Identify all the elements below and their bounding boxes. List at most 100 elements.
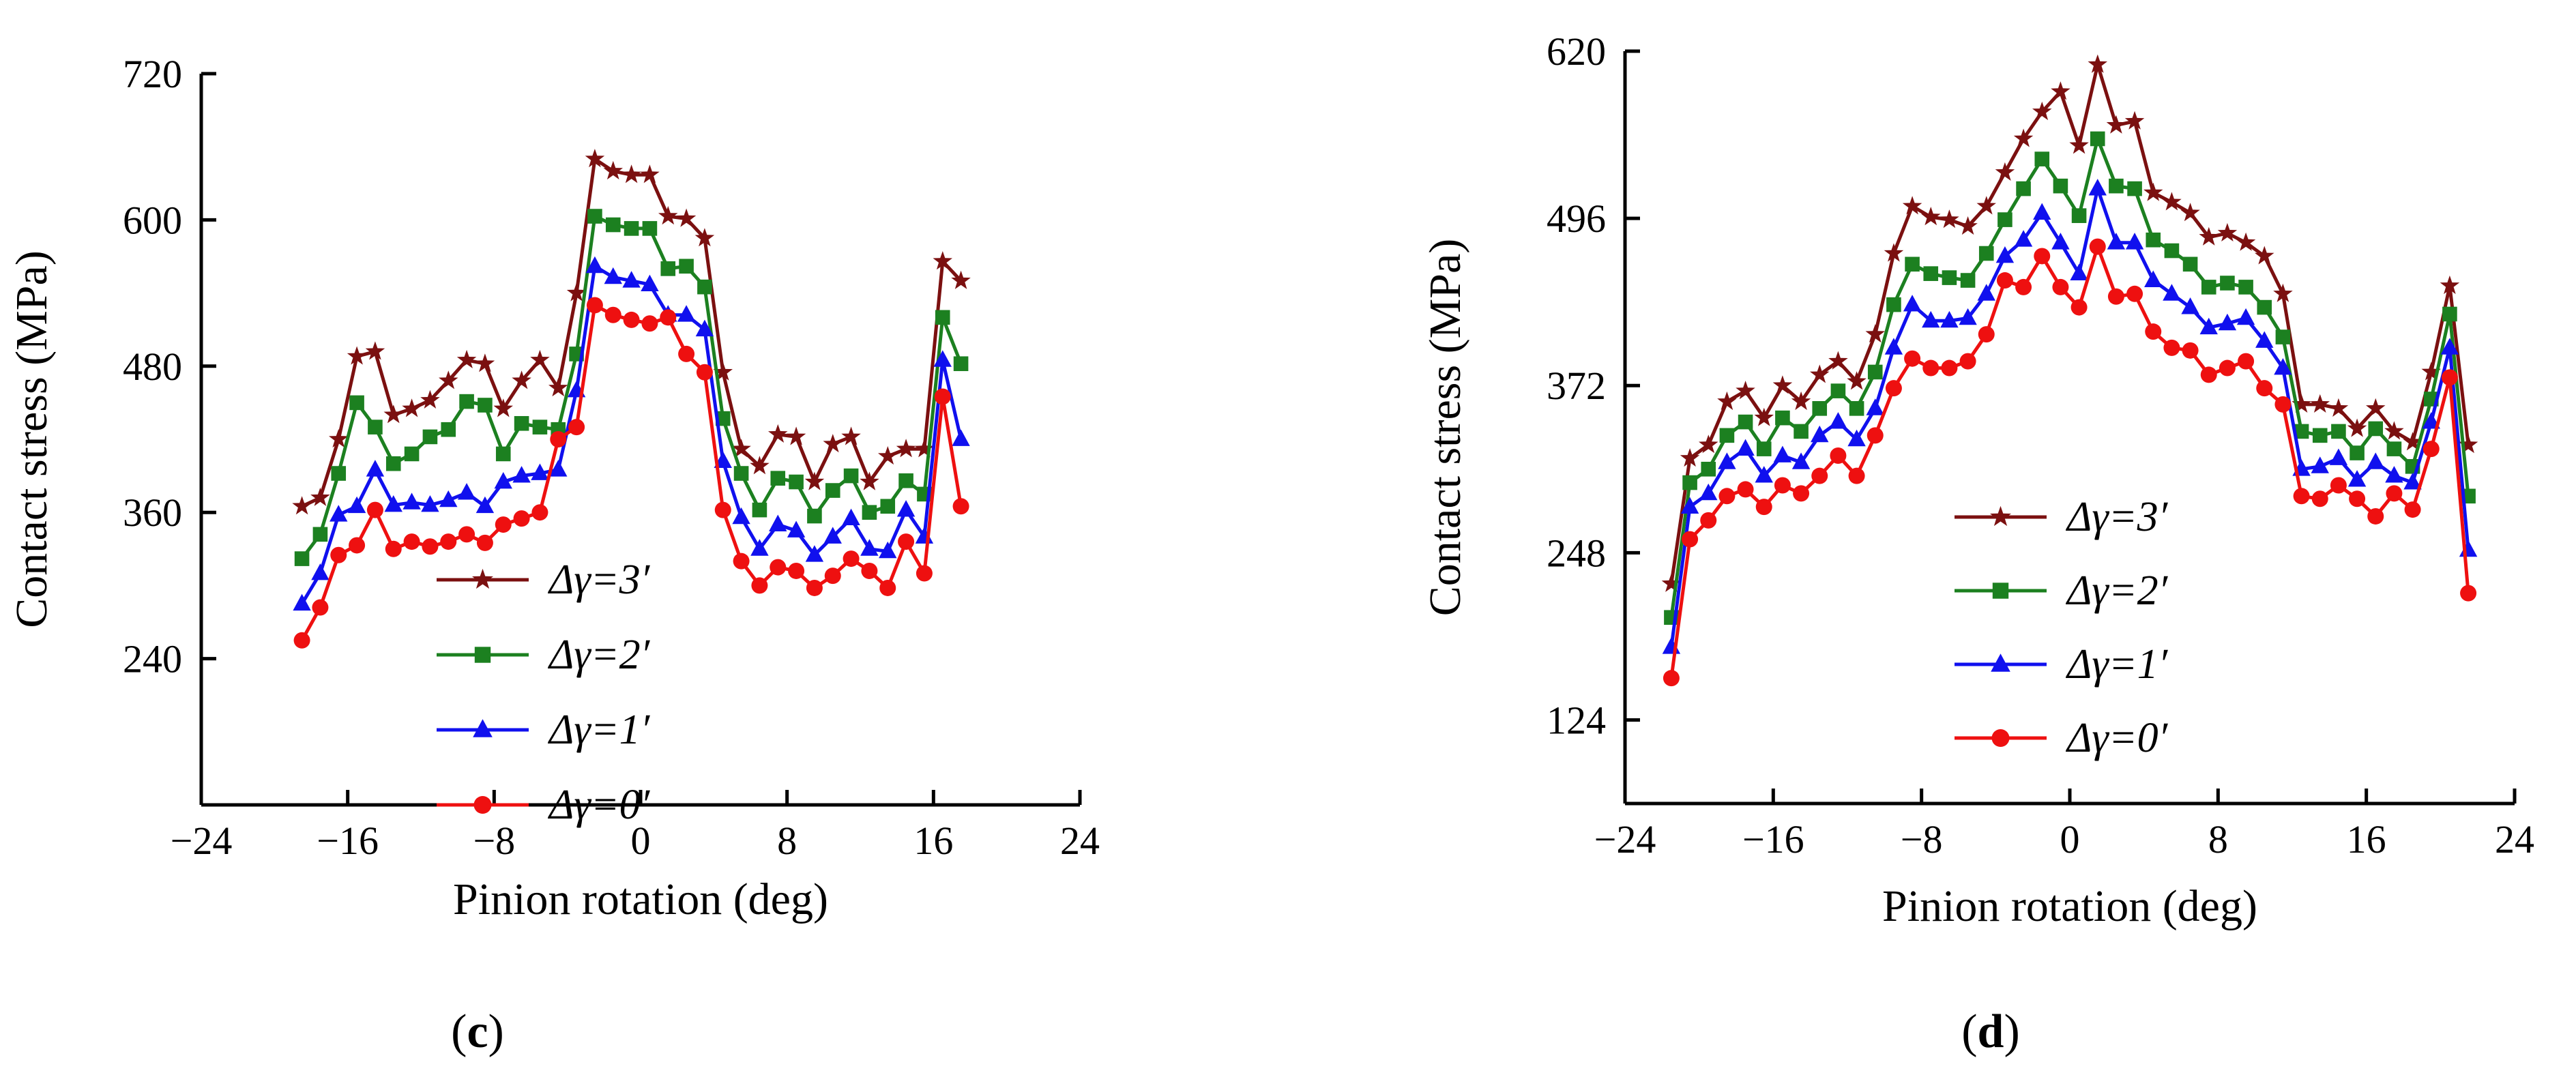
- chart-d-point: [1976, 196, 1996, 215]
- chart-d-point: [2328, 398, 2349, 417]
- chart-c-point: [677, 305, 696, 322]
- chart-d-point: [2347, 470, 2367, 487]
- chart-d-point: [2331, 424, 2346, 439]
- chart-d-point: [1736, 439, 1755, 456]
- chart-d-point: [1680, 497, 1699, 514]
- chart-c-point: [349, 395, 364, 411]
- chart-d-point: [2218, 313, 2237, 331]
- chart-c-point: [312, 599, 329, 616]
- chart-c-point: [530, 349, 550, 368]
- chart-d-point: [2034, 248, 2051, 265]
- chart-d-legend-label: Δγ=1′: [2065, 641, 2169, 688]
- chart-d-point: [2199, 317, 2218, 335]
- chart-d-point: [1849, 401, 1864, 416]
- chart-d-point: [2089, 238, 2106, 255]
- chart-d-series-2: [1662, 179, 2478, 654]
- chart-c-x-tick-label: 0: [631, 819, 651, 863]
- chart-c-point: [383, 404, 403, 424]
- chart-d-point: [1978, 326, 1995, 343]
- chart-d-point: [1773, 445, 1792, 462]
- chart-d-point: [2441, 369, 2458, 386]
- chart-d-point: [1682, 531, 1699, 548]
- chart-d-point: [1754, 407, 1774, 426]
- chart-c-point: [512, 370, 531, 389]
- chart-c-point: [806, 579, 823, 596]
- chart-d-point: [1793, 485, 1810, 502]
- chart-c-point: [495, 516, 512, 533]
- chart-d-x-tick-label: 8: [2208, 817, 2228, 862]
- chart-d-point: [2293, 488, 2310, 505]
- chart-d-point: [1830, 447, 1847, 465]
- chart-d-y-tick-label: 620: [1547, 29, 1606, 74]
- chart-c-point: [366, 501, 383, 518]
- chart-d-point: [1830, 383, 1846, 398]
- chart-d-point: [2200, 366, 2217, 383]
- chart-c-point: [713, 362, 733, 381]
- chart-c-point: [587, 209, 602, 224]
- chart-c-point: [475, 353, 495, 372]
- chart-c-point: [804, 471, 825, 490]
- chart-d-x-title: Pinion rotation (deg): [1882, 881, 2257, 931]
- chart-c-point: [440, 533, 457, 550]
- chart-c-point: [585, 256, 604, 274]
- chart-c-point: [514, 415, 529, 431]
- chart-d-point: [2440, 338, 2459, 355]
- chart-c-point: [641, 274, 659, 291]
- chart-d-point: [1810, 364, 1830, 383]
- chart-d-point: [1923, 266, 1939, 281]
- chart-d-point: [1791, 452, 1811, 469]
- chart-c-legend: Δγ=3′ Δγ=2′ Δγ=1′ Δγ=0′: [437, 557, 651, 828]
- chart-d-point: [1884, 243, 1904, 262]
- chart-c-point: [365, 341, 385, 360]
- chart-d-point: [1701, 461, 1716, 477]
- chart-c-point: [679, 259, 694, 274]
- chart-d-point: [2459, 540, 2478, 557]
- chart-c-y-tick-label: 720: [123, 52, 182, 96]
- chart-c-point: [531, 463, 549, 480]
- chart-d-point: [2143, 182, 2163, 201]
- chart-c-point: [842, 508, 860, 526]
- chart-d-point: [2125, 233, 2144, 250]
- chart-c-point: [641, 315, 658, 332]
- chart-d-point: [1812, 401, 1828, 416]
- chart-d-point: [2182, 342, 2199, 359]
- chart-d-point: [2275, 329, 2291, 344]
- chart-c-point: [898, 473, 913, 488]
- chart-d-point: [1718, 452, 1736, 469]
- chart-d-point: [1886, 297, 1901, 312]
- chart-c-y-tick-label: 600: [123, 198, 182, 242]
- chart-d-point: [2385, 466, 2403, 483]
- chart-c-point: [366, 460, 385, 477]
- chart-d-point: [1774, 477, 1791, 494]
- chart-d-point: [1680, 448, 1700, 467]
- chart-d-point: [2294, 424, 2309, 439]
- chart-d-point: [2403, 473, 2422, 490]
- chart-d-point: [2013, 128, 2034, 147]
- chart-c-point: [439, 490, 458, 507]
- chart-c-point: [843, 468, 859, 484]
- chart-d-point: [2107, 233, 2126, 250]
- chart-d-point: [2403, 432, 2423, 451]
- chart-d-point: [2384, 421, 2404, 440]
- chart-d-point: [1885, 380, 1902, 397]
- chart-c-point: [312, 527, 328, 542]
- chart-c-point: [714, 501, 731, 518]
- chart-d-point: [1699, 435, 1718, 454]
- chart-d-legend-item: Δγ=1′: [1955, 641, 2169, 688]
- chart-c-y-tick-label: 360: [123, 490, 182, 535]
- chart-d-point: [2051, 233, 2070, 250]
- chart-d-y-tick-label: 496: [1547, 196, 1606, 241]
- chart-d-point: [2220, 276, 2235, 291]
- chart-c-point: [566, 282, 587, 301]
- chart-d-x-tick-label: −16: [1742, 817, 1804, 862]
- chart-c-point: [331, 466, 347, 481]
- chart-d-point: [1794, 424, 1809, 439]
- chart-c-legend-marker: [474, 647, 491, 663]
- chart-d-point: [2311, 490, 2328, 507]
- chart-d-point: [1865, 324, 1885, 343]
- chart-c-point: [733, 466, 749, 481]
- chart-d-point: [2069, 135, 2089, 154]
- chart-c-point: [549, 460, 568, 477]
- chart-c-point: [605, 217, 621, 233]
